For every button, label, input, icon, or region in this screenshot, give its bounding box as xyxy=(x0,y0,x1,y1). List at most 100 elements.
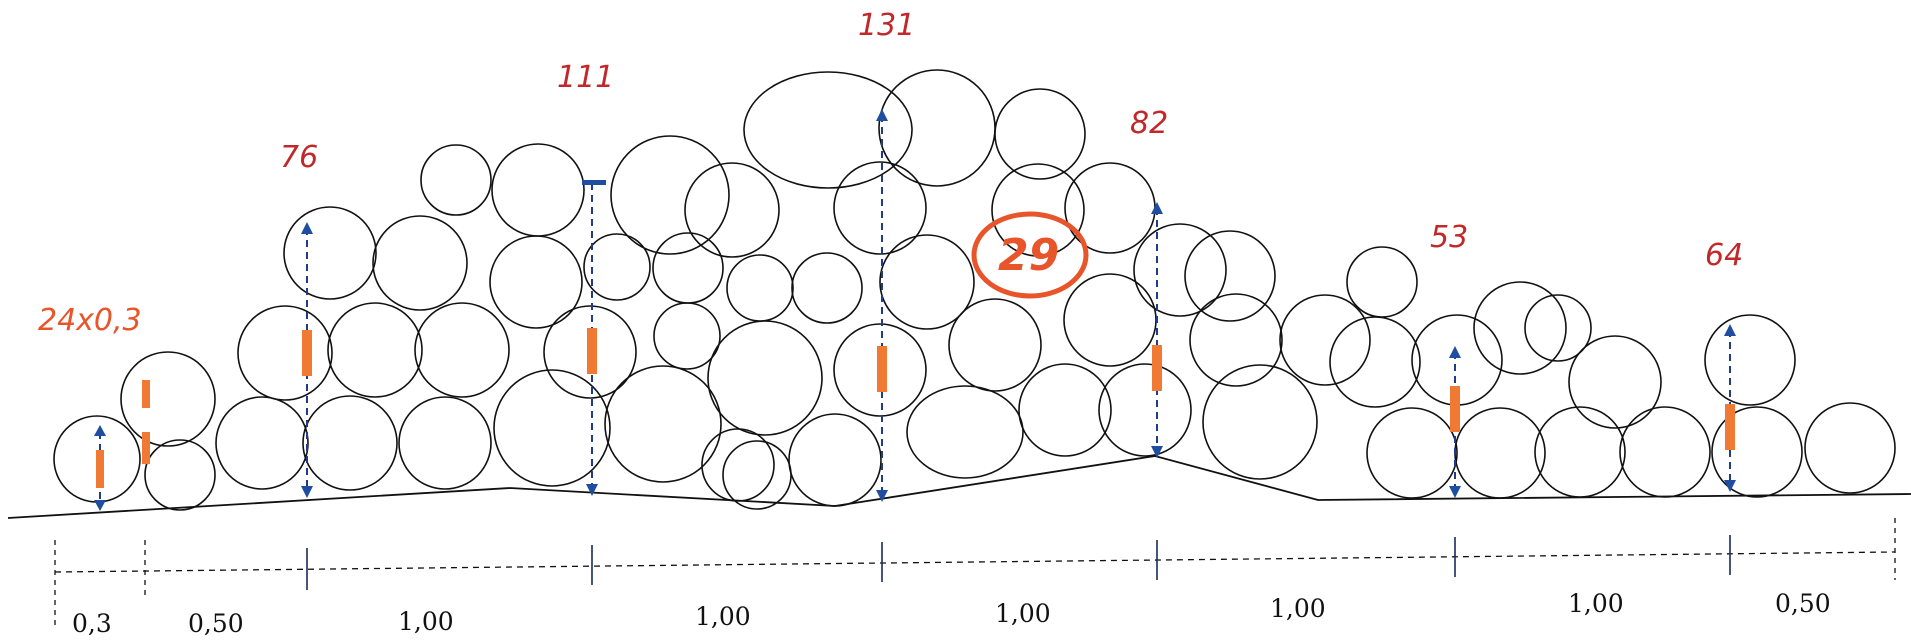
log xyxy=(1184,230,1276,322)
log xyxy=(489,235,583,329)
height-label-fifth: 82 xyxy=(1130,106,1168,141)
dimension-line xyxy=(54,518,1896,630)
log xyxy=(372,215,468,311)
log xyxy=(722,440,792,510)
log xyxy=(302,395,398,491)
height-label-seventh: 64 xyxy=(1705,238,1743,273)
arrow-down-icon xyxy=(1449,486,1461,498)
log xyxy=(791,252,863,324)
ground-line xyxy=(7,455,1911,519)
log xyxy=(1202,364,1318,480)
height-label-first: 24x0,3 xyxy=(38,303,142,338)
log xyxy=(1064,162,1156,254)
sample-markers xyxy=(96,328,1735,488)
log xyxy=(833,323,927,417)
log xyxy=(879,234,975,330)
arrow-up-icon xyxy=(94,425,106,436)
log xyxy=(1063,273,1157,367)
log xyxy=(1568,335,1662,429)
log xyxy=(144,439,216,511)
log xyxy=(1018,363,1112,457)
log xyxy=(653,302,721,370)
log xyxy=(878,69,996,187)
arrow-down-icon xyxy=(301,486,313,498)
circled-number: 29 xyxy=(998,230,1059,281)
log xyxy=(543,305,637,399)
marker xyxy=(587,328,597,374)
marker xyxy=(1725,404,1735,450)
arrow-up-icon xyxy=(1724,324,1736,336)
marker xyxy=(96,450,104,488)
log xyxy=(583,233,651,301)
dimension-label: 1,00 xyxy=(398,607,454,636)
log xyxy=(701,428,775,502)
log xyxy=(1804,402,1896,494)
log xyxy=(1329,316,1421,408)
log xyxy=(788,413,882,507)
arrow-down-icon xyxy=(1724,480,1736,492)
log xyxy=(948,298,1042,392)
log xyxy=(991,163,1085,257)
dimension-baseline xyxy=(54,551,1896,573)
log xyxy=(1711,406,1803,498)
log xyxy=(906,385,1024,479)
arrow-up-icon xyxy=(1151,202,1163,214)
arrow-down-icon xyxy=(1151,446,1163,458)
height-label-sixth: 53 xyxy=(1430,220,1468,255)
log xyxy=(1189,293,1283,387)
log xyxy=(420,144,492,216)
marker xyxy=(302,330,312,376)
dimension-label: 1,00 xyxy=(1568,589,1624,618)
arrow-down-icon xyxy=(876,490,888,502)
log xyxy=(1454,407,1546,499)
log xyxy=(833,161,927,255)
log xyxy=(1524,294,1592,362)
log xyxy=(1279,294,1371,386)
cap-bar-icon xyxy=(582,180,606,185)
dimension-label: 1,00 xyxy=(995,599,1051,628)
log xyxy=(414,302,510,398)
log xyxy=(283,206,377,300)
arrow-up-icon xyxy=(1449,346,1461,358)
log xyxy=(1098,363,1192,457)
log xyxy=(652,232,724,304)
highlight-circle xyxy=(971,211,1089,299)
log xyxy=(491,143,585,237)
arrow-up-icon xyxy=(876,109,888,121)
dimension-label: 1,00 xyxy=(695,602,751,631)
log xyxy=(610,135,730,255)
log xyxy=(398,396,492,490)
log-circles xyxy=(53,69,1896,511)
marker xyxy=(877,346,887,392)
log xyxy=(1366,407,1458,499)
dimension-label: 1,00 xyxy=(1270,594,1326,623)
log xyxy=(1704,314,1796,406)
height-label-second: 76 xyxy=(280,140,318,175)
log xyxy=(120,351,216,447)
arrow-down-icon xyxy=(94,500,106,511)
marker xyxy=(1152,345,1162,391)
arrow-up-icon xyxy=(301,222,313,234)
dimension-label: 0,3 xyxy=(72,609,112,638)
height-label-fourth: 131 xyxy=(858,8,915,43)
arrow-down-icon xyxy=(586,484,598,496)
log xyxy=(493,369,611,487)
log xyxy=(1473,281,1567,375)
log xyxy=(604,365,722,483)
log xyxy=(1346,246,1418,318)
log xyxy=(215,396,309,490)
log xyxy=(1619,406,1711,498)
log xyxy=(684,162,780,258)
log xyxy=(994,88,1086,180)
height-measurements xyxy=(94,109,1736,511)
marker xyxy=(142,432,150,464)
log xyxy=(1534,406,1626,498)
log xyxy=(327,302,423,398)
dimension-label: 0,50 xyxy=(188,609,244,638)
log xyxy=(743,71,913,189)
log xyxy=(1133,223,1227,317)
log xyxy=(237,305,333,401)
height-label-third: 111 xyxy=(557,60,614,95)
marker xyxy=(1450,386,1460,432)
